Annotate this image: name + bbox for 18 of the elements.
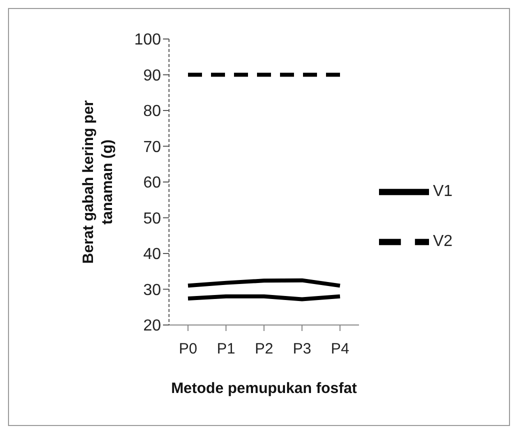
legend-label: V2 <box>433 233 453 250</box>
y-tick-label: 30 <box>143 282 162 299</box>
x-tick-label: P4 <box>330 340 350 358</box>
x-axis-title: Metode pemupukan fosfat <box>171 380 357 397</box>
y-tick-label: 60 <box>143 174 162 192</box>
y-tick-label: 40 <box>143 246 162 264</box>
x-tick-label: P0 <box>178 340 198 358</box>
x-tick-label: P2 <box>254 340 274 358</box>
y-tick-label: 50 <box>143 210 162 228</box>
y-tick-label: 20 <box>143 318 162 335</box>
y-tick-label: 70 <box>143 138 162 156</box>
y-axis-title: Berat gabah kering per tanaman (g) <box>80 100 116 264</box>
legend-label: V1 <box>433 183 453 200</box>
y-tick-label: 80 <box>143 103 162 120</box>
y-tick-label: 90 <box>143 67 162 84</box>
x-tick-label: P3 <box>292 340 312 358</box>
y-tick-label: 100 <box>134 32 162 49</box>
x-tick-label: P1 <box>216 340 236 358</box>
